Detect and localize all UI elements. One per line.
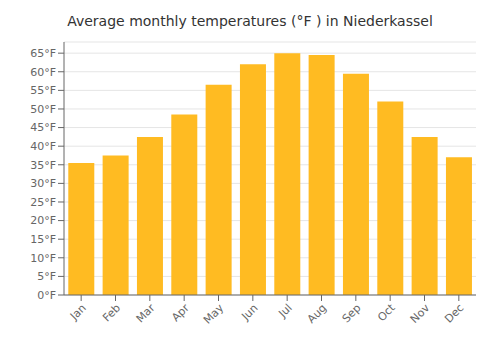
svg-text:55°F: 55°F [30, 84, 56, 97]
svg-text:0°F: 0°F [37, 289, 56, 302]
svg-text:Oct: Oct [375, 301, 398, 324]
svg-text:10°F: 10°F [30, 252, 56, 265]
svg-text:Sep: Sep [340, 301, 364, 325]
svg-text:Aug: Aug [305, 301, 329, 325]
svg-text:Apr: Apr [169, 301, 192, 324]
svg-text:May: May [201, 301, 227, 327]
svg-text:Nov: Nov [408, 301, 433, 326]
svg-text:30°F: 30°F [30, 177, 56, 190]
svg-text:Dec: Dec [442, 301, 466, 325]
svg-text:35°F: 35°F [30, 159, 56, 172]
svg-text:45°F: 45°F [30, 121, 56, 134]
svg-text:15°F: 15°F [30, 233, 56, 246]
svg-text:25°F: 25°F [30, 196, 56, 209]
svg-text:20°F: 20°F [30, 214, 56, 227]
svg-text:Mar: Mar [134, 301, 158, 325]
svg-text:Feb: Feb [100, 301, 123, 324]
svg-text:40°F: 40°F [30, 140, 56, 153]
svg-text:5°F: 5°F [37, 270, 56, 283]
svg-text:65°F: 65°F [30, 47, 56, 60]
svg-text:50°F: 50°F [30, 103, 56, 116]
html-text:Average monthly temperatures (: Average monthly temperatures (°F ) in Ni… [67, 13, 433, 29]
svg-text:Jul: Jul [276, 301, 295, 320]
svg-text:60°F: 60°F [30, 66, 56, 79]
svg-text:Jun: Jun [238, 301, 260, 323]
svg-text:Jan: Jan [67, 301, 89, 323]
